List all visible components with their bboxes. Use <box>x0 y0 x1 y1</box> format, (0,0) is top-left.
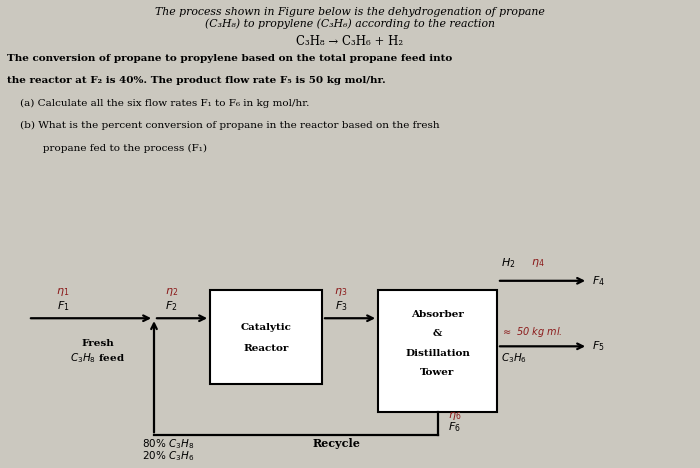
Text: Recycle: Recycle <box>312 438 360 449</box>
Text: The process shown in Figure below is the dehydrogenation of propane: The process shown in Figure below is the… <box>155 7 545 17</box>
Text: $\eta_6$: $\eta_6$ <box>448 410 461 422</box>
Text: $\eta_1$: $\eta_1$ <box>57 286 69 299</box>
Text: &: & <box>433 329 442 338</box>
Text: propane fed to the process (F₁): propane fed to the process (F₁) <box>7 144 207 153</box>
Text: $\approx$ 50 kg ml.: $\approx$ 50 kg ml. <box>500 325 562 339</box>
Text: (C₃H₈) to propylene (C₃H₆) according to the reaction: (C₃H₈) to propylene (C₃H₆) according to … <box>205 19 495 29</box>
Text: $C_3H_8$ feed: $C_3H_8$ feed <box>71 351 125 365</box>
Text: (b) What is the percent conversion of propane in the reactor based on the fresh: (b) What is the percent conversion of pr… <box>7 121 440 130</box>
Text: Fresh: Fresh <box>82 339 114 349</box>
Text: $80\%\ C_3H_8$: $80\%\ C_3H_8$ <box>141 437 195 451</box>
Text: $F_2$: $F_2$ <box>165 300 178 314</box>
Text: $\eta_4$: $\eta_4$ <box>531 257 544 269</box>
Text: $H_2$: $H_2$ <box>500 256 515 270</box>
Text: $F_3$: $F_3$ <box>335 300 347 314</box>
Text: The conversion of propane to propylene based on the total propane feed into: The conversion of propane to propylene b… <box>7 54 452 63</box>
Bar <box>210 290 322 384</box>
Text: $\eta_2$: $\eta_2$ <box>165 286 178 299</box>
Text: the reactor at F₂ is 40%. The product flow rate F₅ is 50 kg mol/hr.: the reactor at F₂ is 40%. The product fl… <box>7 76 386 85</box>
Text: $C_3H_6$: $C_3H_6$ <box>500 351 526 365</box>
Text: (a) Calculate all the six flow rates F₁ to F₆ in kg mol/hr.: (a) Calculate all the six flow rates F₁ … <box>7 99 309 108</box>
Bar <box>378 290 497 412</box>
Text: Distillation: Distillation <box>405 349 470 358</box>
Text: $\eta_3$: $\eta_3$ <box>334 286 348 299</box>
Text: Tower: Tower <box>420 368 455 377</box>
Text: Absorber: Absorber <box>411 310 464 319</box>
Text: Reactor: Reactor <box>244 344 288 353</box>
Text: $F_1$: $F_1$ <box>57 300 69 314</box>
Text: $F_4$: $F_4$ <box>592 274 604 288</box>
Text: $20\%\ C_3H_6$: $20\%\ C_3H_6$ <box>141 449 195 463</box>
Text: Catalytic: Catalytic <box>241 323 291 332</box>
Text: $F_5$: $F_5$ <box>592 339 604 353</box>
Text: C₃H₈ → C₃H₆ + H₂: C₃H₈ → C₃H₆ + H₂ <box>296 35 404 48</box>
Text: $F_6$: $F_6$ <box>448 420 461 434</box>
